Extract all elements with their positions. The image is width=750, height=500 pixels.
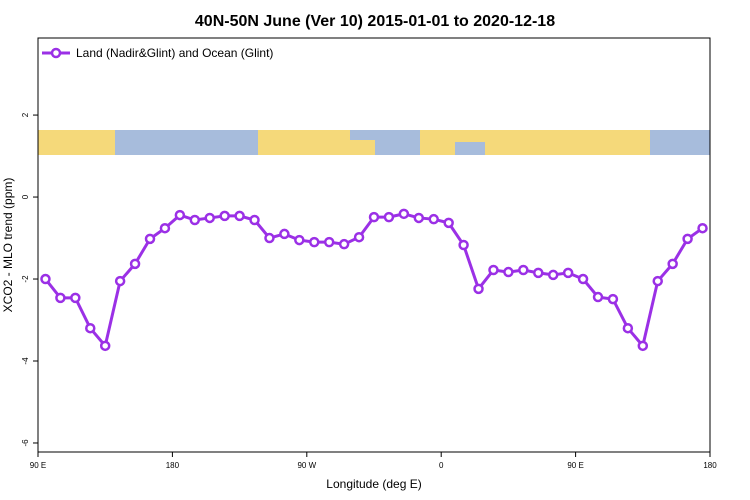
plot-frame — [37, 37, 711, 453]
data-point — [309, 236, 320, 248]
data-point — [279, 228, 290, 240]
data-point — [174, 209, 186, 221]
data-point — [264, 232, 275, 244]
data-point — [40, 273, 51, 285]
chart-title: 40N-50N June (Ver 10) 2015-01-01 to 2020… — [195, 13, 555, 30]
data-point — [144, 233, 156, 245]
legend-marker — [50, 47, 62, 59]
data-point — [488, 264, 499, 276]
data-point — [503, 266, 514, 278]
data-point — [234, 210, 245, 222]
y-tick-label: -6 — [21, 439, 30, 447]
series-line — [44, 212, 704, 350]
data-point — [219, 210, 230, 222]
data-point — [562, 267, 574, 279]
data-point — [682, 233, 693, 245]
data-point — [204, 212, 215, 224]
data-point — [607, 293, 619, 305]
data-point — [443, 217, 454, 229]
data-point — [249, 214, 260, 226]
data-point — [428, 213, 439, 225]
data-point — [697, 222, 708, 234]
data-point — [667, 258, 678, 270]
x-axis-label: Longitude (deg E) — [326, 477, 421, 491]
data-point — [353, 231, 365, 243]
x-tick-label: 180 — [166, 461, 180, 470]
data-point — [637, 340, 649, 352]
data-point — [99, 340, 111, 352]
data-point — [547, 269, 559, 281]
x-tick-label: 0 — [439, 461, 444, 470]
data-point — [383, 211, 395, 223]
y-axis-label: XCO2 - MLO trend (ppm) — [1, 178, 15, 313]
data-point — [652, 275, 663, 287]
y-tick-label: 0 — [21, 194, 30, 199]
x-tick-label: 90 E — [567, 461, 583, 470]
data-point — [458, 239, 469, 251]
x-tick-label: 90 W — [297, 461, 316, 470]
data-point — [55, 292, 66, 304]
data-point — [622, 322, 634, 334]
data-point — [294, 234, 305, 246]
data-point — [189, 214, 201, 226]
x-tick-label: 90 E — [30, 461, 46, 470]
data-point — [323, 236, 335, 248]
data-point — [592, 291, 604, 303]
data-point — [85, 322, 96, 334]
data-point — [70, 292, 81, 304]
y-tick-label: -4 — [21, 357, 30, 365]
x-tick-label: 180 — [703, 461, 717, 470]
map-strip — [38, 130, 710, 155]
data-point — [338, 238, 350, 250]
data-point — [129, 258, 141, 270]
data-point — [398, 208, 410, 220]
data-point — [473, 283, 484, 295]
data-point — [518, 264, 529, 276]
data-point — [114, 275, 126, 287]
data-point — [413, 212, 425, 224]
data-point — [159, 222, 171, 234]
data-point — [577, 273, 589, 285]
y-tick-label: -2 — [21, 275, 30, 283]
data-point — [368, 211, 380, 223]
legend-label: Land (Nadir&Glint) and Ocean (Glint) — [76, 46, 273, 60]
y-tick-label: 2 — [21, 112, 30, 117]
data-point — [533, 267, 544, 279]
